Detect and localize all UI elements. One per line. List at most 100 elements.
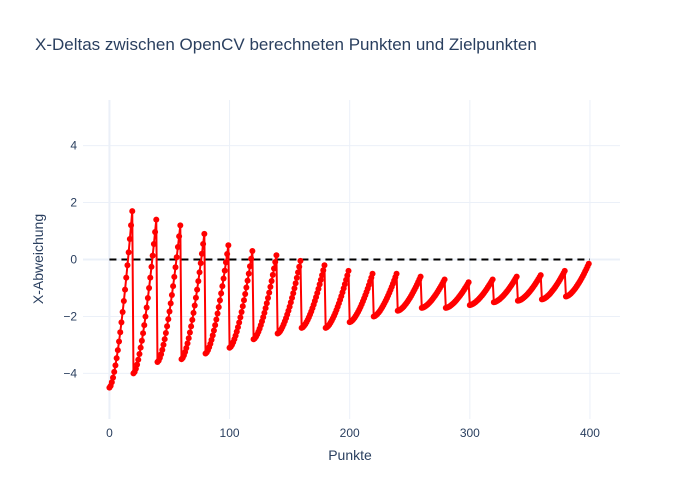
data-point bbox=[585, 260, 592, 267]
data-point bbox=[242, 291, 249, 298]
data-point bbox=[261, 309, 268, 316]
data-point bbox=[320, 267, 327, 274]
data-point bbox=[212, 322, 219, 329]
data-point bbox=[234, 324, 241, 331]
data-point bbox=[216, 297, 223, 304]
data-point bbox=[237, 314, 244, 321]
data-point bbox=[194, 286, 201, 293]
data-point bbox=[189, 316, 196, 323]
data-point bbox=[287, 299, 294, 306]
data-point bbox=[393, 270, 400, 277]
data-point bbox=[171, 273, 178, 280]
data-point bbox=[114, 347, 121, 354]
data-point bbox=[108, 379, 115, 386]
data-point bbox=[225, 242, 232, 249]
data-point bbox=[153, 216, 160, 223]
data-point bbox=[136, 351, 143, 358]
data-point bbox=[246, 263, 253, 270]
data-point bbox=[465, 279, 472, 286]
data-point bbox=[128, 222, 135, 229]
data-point bbox=[164, 323, 171, 330]
x-tick-label: 400 bbox=[580, 426, 600, 440]
data-point bbox=[191, 302, 198, 309]
data-point bbox=[321, 262, 328, 269]
data-point bbox=[134, 361, 141, 368]
data-point bbox=[160, 341, 167, 348]
data-point bbox=[112, 362, 119, 369]
data-point bbox=[213, 316, 220, 323]
data-point bbox=[177, 222, 184, 229]
data-point bbox=[116, 338, 123, 345]
data-point bbox=[221, 267, 228, 274]
data-point bbox=[293, 274, 300, 281]
data-point bbox=[289, 294, 296, 301]
data-point bbox=[268, 278, 275, 284]
data-point bbox=[297, 257, 304, 264]
data-point bbox=[209, 332, 216, 339]
data-point bbox=[273, 252, 280, 259]
data-point bbox=[140, 330, 147, 337]
data-point bbox=[200, 240, 207, 247]
x-tick-label: 200 bbox=[340, 426, 360, 440]
data-point bbox=[236, 319, 243, 326]
data-point bbox=[119, 308, 126, 315]
data-point bbox=[272, 258, 279, 265]
data-point bbox=[135, 356, 142, 363]
data-point bbox=[126, 236, 133, 243]
data-point bbox=[266, 289, 273, 296]
data-point bbox=[561, 267, 568, 274]
data-point bbox=[197, 260, 204, 267]
data-point bbox=[188, 323, 195, 330]
y-tick-label: −2 bbox=[63, 309, 77, 323]
y-tick-label: 2 bbox=[70, 196, 77, 210]
data-point bbox=[186, 329, 193, 336]
data-point bbox=[239, 303, 246, 310]
x-tick-label: 100 bbox=[220, 426, 240, 440]
data-point bbox=[166, 308, 173, 315]
data-point bbox=[185, 335, 192, 342]
series-layer bbox=[106, 208, 592, 391]
data-point bbox=[149, 252, 156, 259]
data-point bbox=[159, 346, 166, 353]
data-point bbox=[215, 304, 222, 311]
data-point bbox=[113, 355, 120, 362]
data-point bbox=[245, 270, 252, 277]
data-point bbox=[316, 281, 323, 288]
data-point bbox=[265, 295, 272, 302]
y-axis-title: X-Abweichung bbox=[30, 214, 46, 304]
data-point bbox=[417, 273, 424, 280]
data-point bbox=[295, 269, 302, 276]
data-point bbox=[292, 280, 299, 287]
data-point bbox=[184, 340, 191, 347]
chart-title: X-Deltas zwischen OpenCV berechneten Pun… bbox=[35, 35, 537, 54]
data-point bbox=[172, 264, 179, 271]
data-point bbox=[170, 283, 177, 290]
data-point bbox=[319, 272, 326, 279]
data-point bbox=[129, 208, 136, 215]
data-point bbox=[248, 255, 255, 262]
data-point bbox=[183, 344, 190, 351]
data-point bbox=[267, 283, 274, 290]
y-tick-label: 0 bbox=[70, 253, 77, 267]
data-point bbox=[218, 290, 225, 297]
data-point bbox=[167, 300, 174, 307]
data-point bbox=[537, 272, 544, 279]
data-point bbox=[513, 273, 520, 280]
data-point bbox=[196, 269, 203, 276]
x-tick-label: 300 bbox=[460, 426, 480, 440]
data-point bbox=[291, 285, 298, 292]
data-point bbox=[210, 327, 217, 334]
tick-label-layer: 0 100 200 300 400 −4 −2 0 2 4 bbox=[63, 139, 600, 440]
data-point bbox=[345, 267, 352, 274]
data-point bbox=[137, 344, 144, 351]
data-point bbox=[190, 309, 197, 316]
data-point bbox=[161, 336, 168, 343]
data-point bbox=[117, 329, 124, 336]
data-point bbox=[238, 308, 245, 315]
data-point bbox=[141, 322, 148, 329]
data-point bbox=[125, 249, 132, 256]
data-point bbox=[168, 291, 175, 298]
data-point bbox=[201, 230, 208, 237]
